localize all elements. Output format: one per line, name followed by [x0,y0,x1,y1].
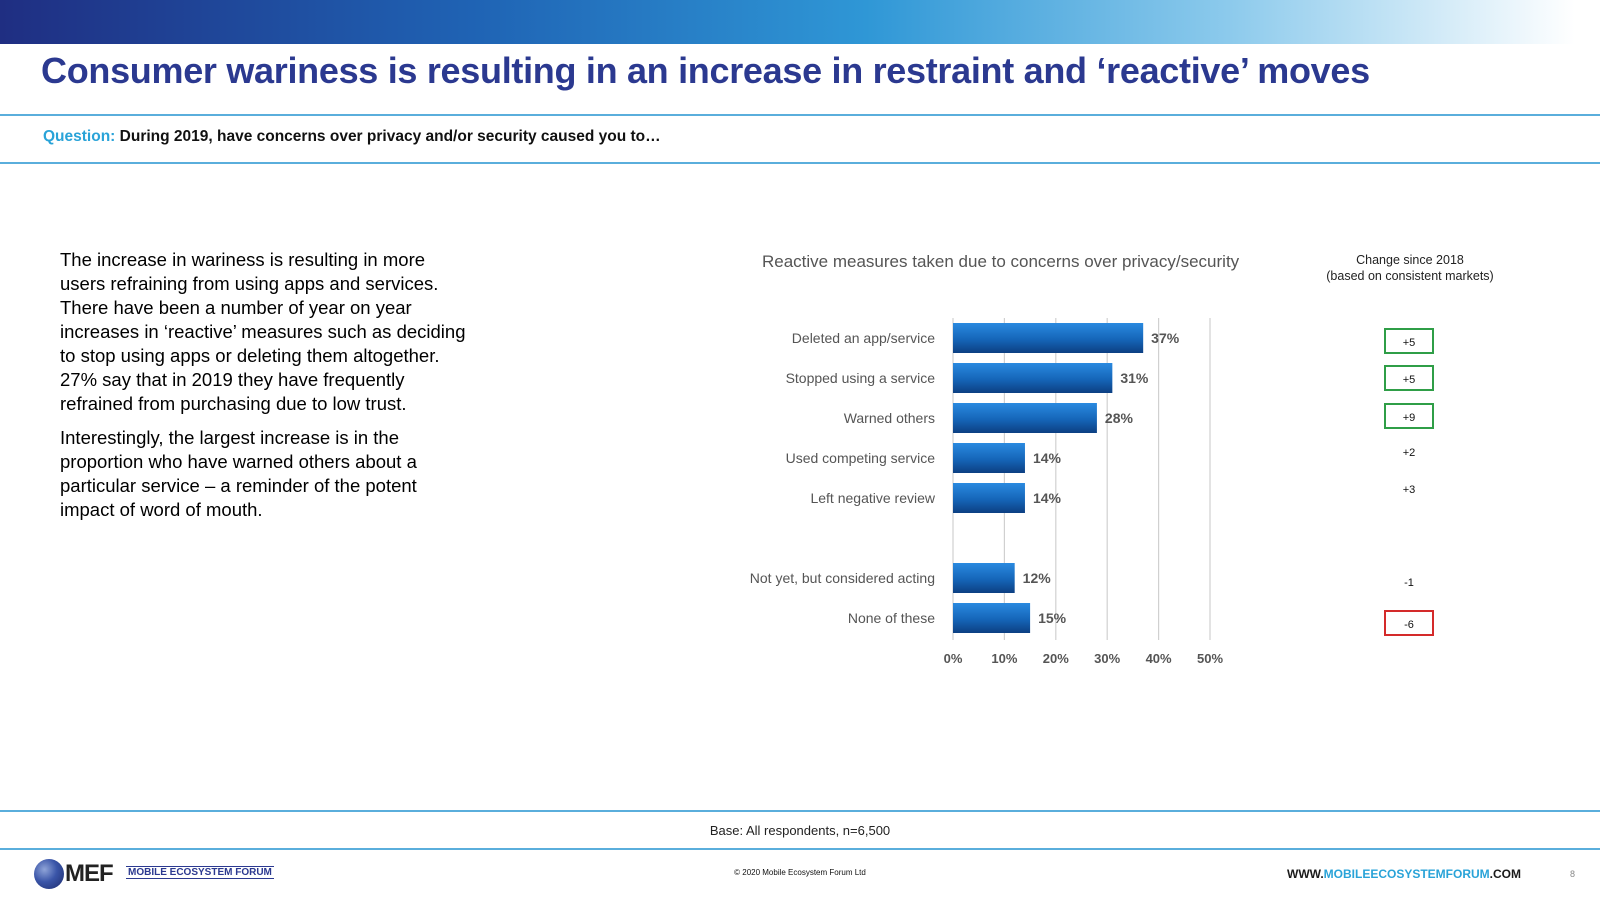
bar [953,603,1031,633]
x-tick-label: 50% [1197,651,1223,666]
body-paragraph-1: The increase in wariness is resulting in… [60,249,466,414]
logo-subtext: MOBILE ECOSYSTEM FORUM [126,866,274,879]
change-title-line-2: (based on consistent markets) [1326,269,1494,283]
footer-divider-bottom [0,848,1600,850]
data-label: 14% [1033,450,1062,466]
data-label: 31% [1120,370,1149,386]
data-label: 14% [1033,490,1062,506]
change-value: +5 [1384,365,1434,391]
question-label: Question: [43,128,116,145]
category-label: None of these [848,610,935,626]
bar [953,363,1113,393]
change-value: +5 [1384,328,1434,354]
data-label: 37% [1151,330,1180,346]
website-prefix: WWW. [1287,867,1324,881]
body-text: The increase in wariness is resulting in… [60,248,470,532]
question-text: During 2019, have concerns over privacy … [119,128,661,145]
footer-divider-top [0,810,1600,812]
data-label: 12% [1023,570,1052,586]
category-label: Deleted an app/service [792,330,935,346]
x-tick-label: 40% [1146,651,1172,666]
website-suffix: .COM [1489,867,1522,881]
change-value: -6 [1384,610,1434,636]
globe-icon [34,859,64,889]
page-number: 8 [1570,869,1576,879]
category-label: Left negative review [810,490,935,506]
category-label: Warned others [844,410,935,426]
change-value: +9 [1384,403,1434,429]
x-tick-label: 20% [1043,651,1069,666]
data-label: 28% [1105,410,1134,426]
page-title: Consumer wariness is resulting in an inc… [41,50,1370,91]
bar-chart: 0% 10% 20% 30% 40% 50% Deleted an app/service 3… [750,318,1223,666]
change-value: +2 [1402,447,1416,459]
chart-title: Reactive measures taken due to concerns … [762,252,1240,271]
website-highlight: MOBILEECOSYSTEMFORUM [1323,867,1490,881]
x-tick-label: 0% [944,651,963,666]
category-label: Used competing service [786,450,936,466]
data-label: 15% [1038,610,1067,626]
change-title: Change since 2018 (based on consistent m… [1300,252,1520,284]
copyright: © 2020 Mobile Ecosystem Forum Ltd [734,868,866,877]
bar [953,563,1015,593]
website-link[interactable]: WWW.MOBILEECOSYSTEMFORUM.COM [1287,867,1521,881]
change-title-line-1: Change since 2018 [1356,253,1464,267]
title-divider [0,114,1600,116]
bar [953,443,1025,473]
header-gradient-bar [0,0,1575,44]
category-label: Stopped using a service [786,370,936,386]
body-paragraph-2: Interestingly, the largest increase is i… [60,427,417,520]
bar [953,483,1025,513]
logo-text: MEF [65,860,114,887]
category-label: Not yet, but considered acting [750,570,935,586]
bar [953,403,1097,433]
bar [953,323,1144,353]
x-tick-label: 10% [991,651,1017,666]
question-divider [0,162,1600,164]
change-value: +3 [1402,484,1416,496]
x-tick-label: 30% [1094,651,1120,666]
change-value: -1 [1404,577,1414,589]
base-note: Base: All respondents, n=6,500 [709,823,891,838]
question-line: Question: During 2019, have concerns ove… [43,128,661,146]
